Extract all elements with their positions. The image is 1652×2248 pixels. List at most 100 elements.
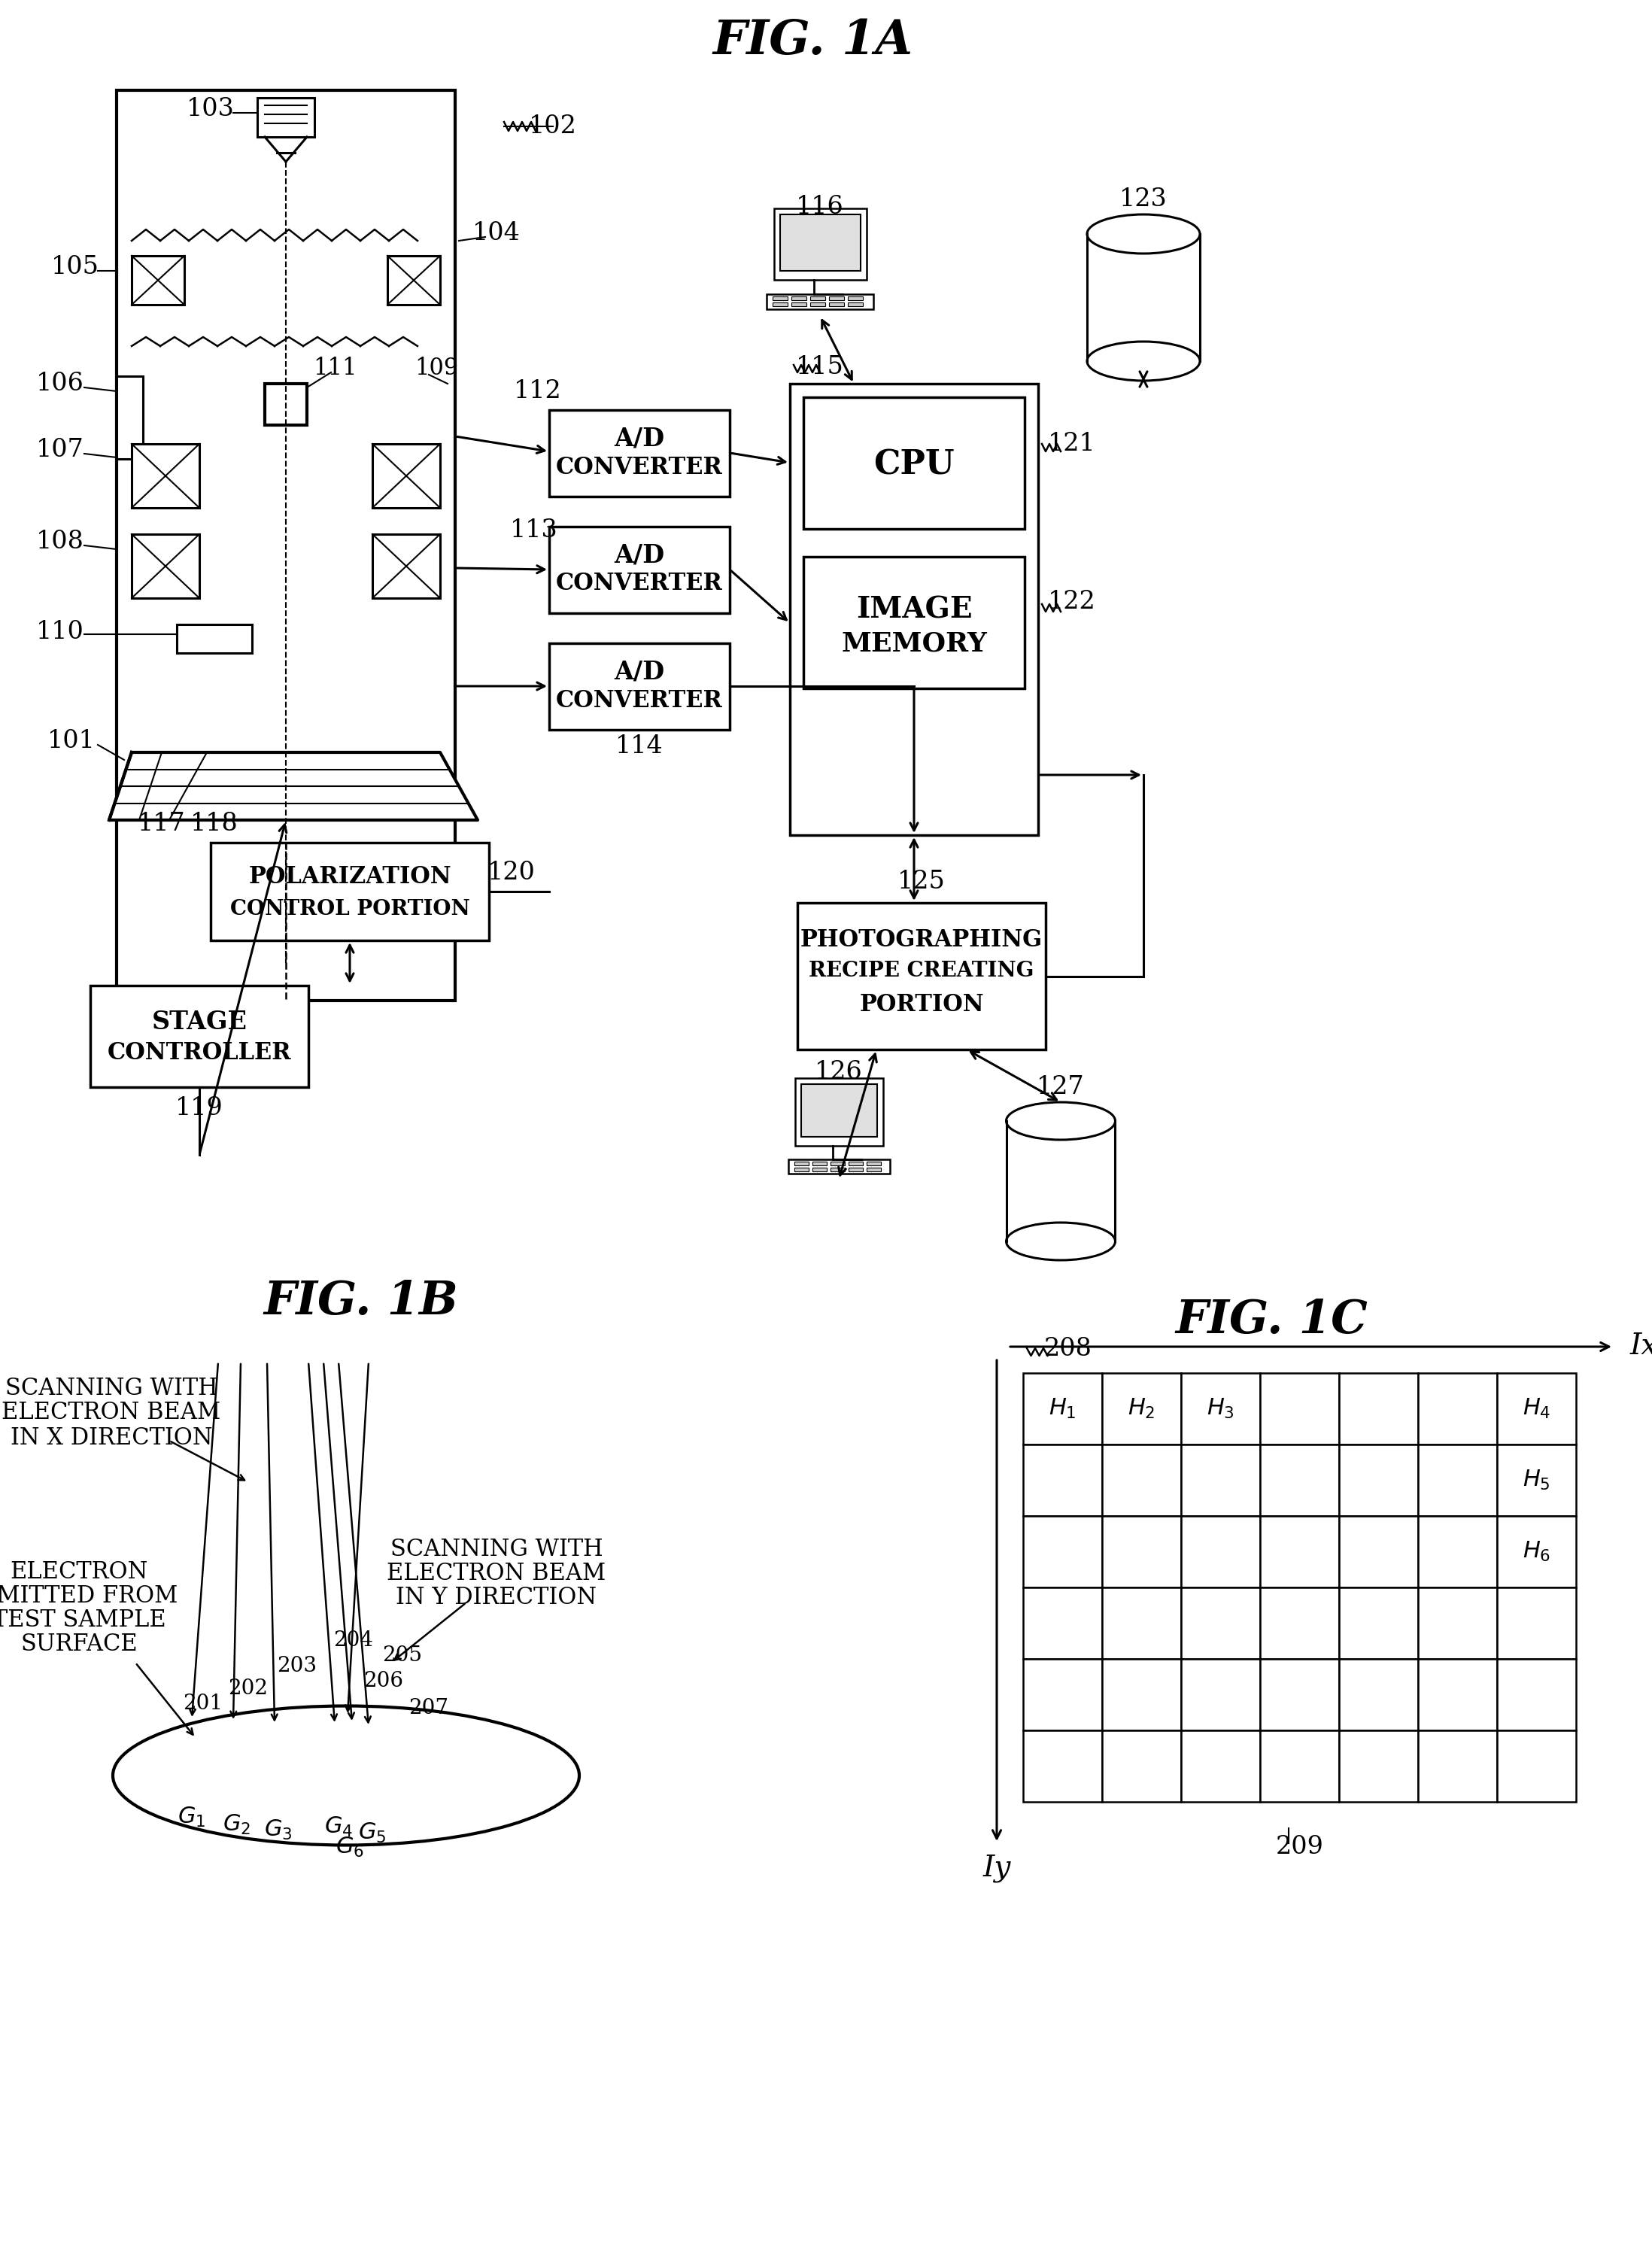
Text: IN X DIRECTION: IN X DIRECTION <box>10 1425 213 1450</box>
Bar <box>1497 1587 1576 1659</box>
Bar <box>803 398 1024 528</box>
Bar <box>775 209 867 279</box>
Bar <box>829 297 844 301</box>
Bar <box>788 1160 890 1173</box>
Bar <box>372 535 439 598</box>
Text: 104: 104 <box>472 220 520 245</box>
Text: 201: 201 <box>183 1695 223 1715</box>
Bar <box>1260 1659 1340 1731</box>
Bar <box>1340 1731 1417 1803</box>
Bar <box>177 625 253 652</box>
Bar <box>258 99 314 137</box>
Text: FIG. 1A: FIG. 1A <box>712 18 912 65</box>
Text: $G_5$: $G_5$ <box>358 1821 387 1843</box>
Ellipse shape <box>1006 1102 1115 1140</box>
Text: $H_6$: $H_6$ <box>1523 1540 1551 1562</box>
Ellipse shape <box>112 1706 580 1846</box>
Text: 203: 203 <box>278 1657 317 1677</box>
Bar <box>388 256 439 306</box>
Bar <box>1417 1374 1497 1445</box>
Bar <box>849 1162 862 1164</box>
Bar <box>791 297 806 301</box>
Bar <box>1181 1515 1260 1587</box>
Bar <box>791 303 806 306</box>
Bar <box>1497 1515 1576 1587</box>
Bar <box>801 1084 877 1137</box>
Bar <box>847 297 862 301</box>
Bar <box>1340 1374 1417 1445</box>
Text: $H_1$: $H_1$ <box>1049 1396 1077 1421</box>
Bar <box>1023 1445 1102 1515</box>
Text: $G_4$: $G_4$ <box>324 1814 354 1839</box>
Text: 209: 209 <box>1275 1834 1323 1859</box>
Text: 112: 112 <box>514 380 562 402</box>
Bar <box>1260 1374 1340 1445</box>
Bar <box>809 297 826 301</box>
Text: ELECTRON: ELECTRON <box>10 1560 149 1585</box>
Bar <box>1497 1731 1576 1803</box>
Text: 120: 120 <box>487 861 535 886</box>
Bar <box>91 985 309 1088</box>
Text: PORTION: PORTION <box>859 994 985 1016</box>
Bar <box>795 1079 884 1146</box>
Text: FIG. 1C: FIG. 1C <box>1175 1297 1368 1342</box>
Bar <box>1497 1659 1576 1731</box>
Bar <box>795 1162 809 1164</box>
Bar <box>1023 1515 1102 1587</box>
Bar <box>1260 1515 1340 1587</box>
Text: CONVERTER: CONVERTER <box>557 688 724 713</box>
Text: CONTROL PORTION: CONTROL PORTION <box>230 899 469 919</box>
Text: Iy: Iy <box>983 1855 1011 1882</box>
Text: 106: 106 <box>36 371 84 396</box>
Text: POLARIZATION: POLARIZATION <box>248 865 451 888</box>
Bar <box>773 297 788 301</box>
Bar <box>1260 1587 1340 1659</box>
Bar <box>803 558 1024 688</box>
Bar <box>372 443 439 508</box>
Text: 114: 114 <box>616 735 664 758</box>
Bar <box>1340 1445 1417 1515</box>
Text: 208: 208 <box>1044 1338 1092 1360</box>
Ellipse shape <box>1006 1223 1115 1261</box>
Text: 110: 110 <box>36 620 84 643</box>
Text: 111: 111 <box>312 357 357 380</box>
Text: FIG. 1B: FIG. 1B <box>264 1279 458 1324</box>
Bar <box>867 1167 881 1171</box>
Bar <box>1181 1587 1260 1659</box>
Text: SCANNING WITH: SCANNING WITH <box>5 1376 218 1401</box>
Text: ELECTRON BEAM: ELECTRON BEAM <box>387 1562 606 1585</box>
Text: 207: 207 <box>408 1697 449 1717</box>
Bar <box>790 384 1037 834</box>
Text: 105: 105 <box>51 254 99 279</box>
Bar <box>1181 1659 1260 1731</box>
Text: A/D: A/D <box>615 542 664 569</box>
Bar <box>1023 1374 1102 1445</box>
Ellipse shape <box>1087 214 1199 254</box>
Text: CONVERTER: CONVERTER <box>557 573 724 596</box>
Bar <box>1260 1731 1340 1803</box>
Text: $G_1$: $G_1$ <box>178 1805 206 1828</box>
Bar <box>847 303 862 306</box>
Text: A/D: A/D <box>615 659 664 683</box>
Text: IN Y DIRECTION: IN Y DIRECTION <box>396 1587 596 1610</box>
Text: 125: 125 <box>897 870 945 895</box>
Bar <box>264 384 307 425</box>
Bar <box>1497 1374 1576 1445</box>
Bar <box>831 1167 844 1171</box>
Text: 109: 109 <box>415 357 458 380</box>
Bar <box>829 303 844 306</box>
Text: CPU: CPU <box>874 450 955 481</box>
Bar <box>1417 1731 1497 1803</box>
Text: RECIPE CREATING: RECIPE CREATING <box>809 960 1034 980</box>
Text: 123: 123 <box>1120 187 1168 211</box>
Text: EMITTED FROM: EMITTED FROM <box>0 1585 178 1607</box>
Bar <box>1497 1445 1576 1515</box>
Bar <box>767 294 874 310</box>
Bar <box>813 1162 826 1164</box>
Text: ELECTRON BEAM: ELECTRON BEAM <box>2 1401 221 1425</box>
Bar <box>773 303 788 306</box>
Text: $H_4$: $H_4$ <box>1523 1396 1551 1421</box>
Text: CONVERTER: CONVERTER <box>557 456 724 479</box>
Ellipse shape <box>1087 342 1199 380</box>
Bar <box>849 1167 862 1171</box>
